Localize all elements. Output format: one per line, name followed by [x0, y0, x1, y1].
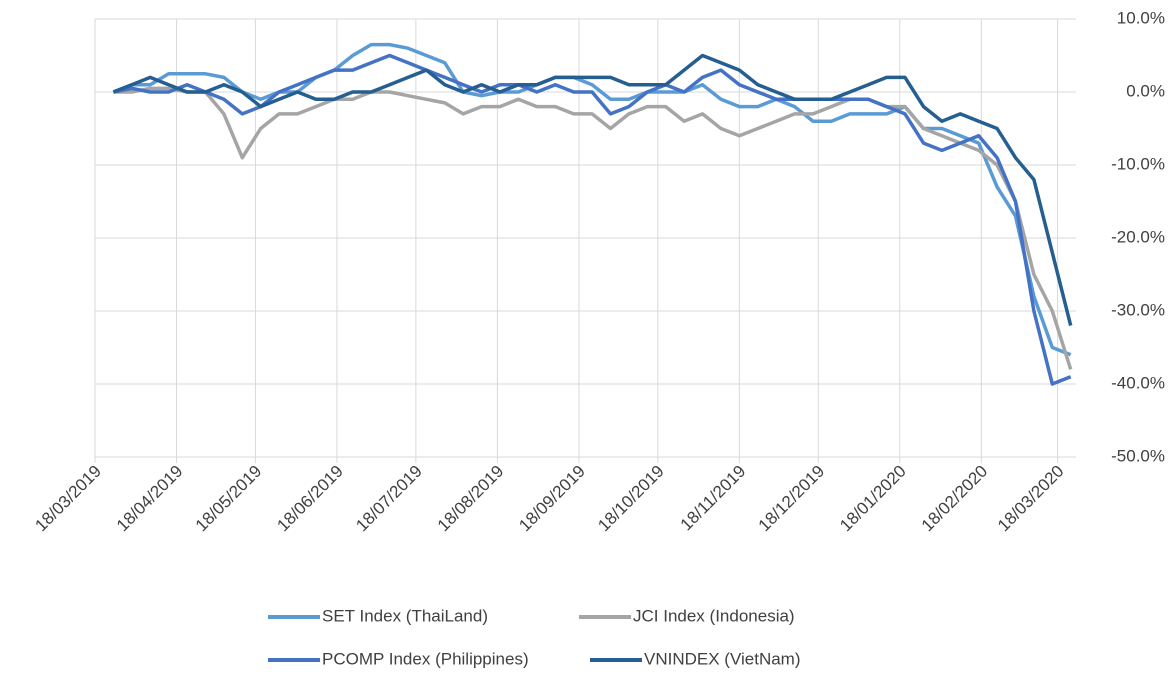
y-tick-label: -40.0%	[1111, 373, 1165, 392]
y-tick-label: -30.0%	[1111, 300, 1165, 319]
y-tick-label: -20.0%	[1111, 227, 1165, 246]
x-tick-label: 18/03/2019	[31, 462, 105, 536]
y-tick-label: -50.0%	[1111, 446, 1165, 465]
x-tick-label: 18/04/2019	[113, 462, 187, 536]
y-tick-label: -10.0%	[1111, 154, 1165, 173]
x-tick-label: 18/03/2020	[994, 462, 1068, 536]
x-tick-label: 18/01/2020	[836, 462, 910, 536]
series-line	[112, 53, 1073, 327]
legend-label: SET Index (ThaiLand)	[322, 606, 488, 625]
series-line	[113, 53, 1072, 386]
x-tick-label: 18/12/2019	[755, 462, 829, 536]
y-tick-label: 0.0%	[1126, 81, 1165, 100]
x-tick-label: 18/11/2019	[677, 462, 750, 535]
x-tick-label: 18/09/2019	[515, 462, 589, 536]
legend-label: VNINDEX (VietNam)	[644, 649, 801, 668]
x-tick-label: 18/07/2019	[352, 462, 426, 536]
x-tick-label: 18/10/2019	[594, 462, 668, 536]
legend-label: PCOMP Index (Philippines)	[322, 649, 529, 668]
x-tick-label: 18/06/2019	[273, 462, 347, 536]
x-tick-label: 18/02/2020	[918, 462, 992, 536]
series-line	[113, 86, 1073, 370]
legend-label: JCI Index (Indonesia)	[633, 606, 795, 625]
x-tick-label: 18/08/2019	[434, 462, 508, 536]
x-tick-label: 18/05/2019	[192, 462, 266, 536]
y-tick-label: 10.0%	[1117, 8, 1165, 27]
